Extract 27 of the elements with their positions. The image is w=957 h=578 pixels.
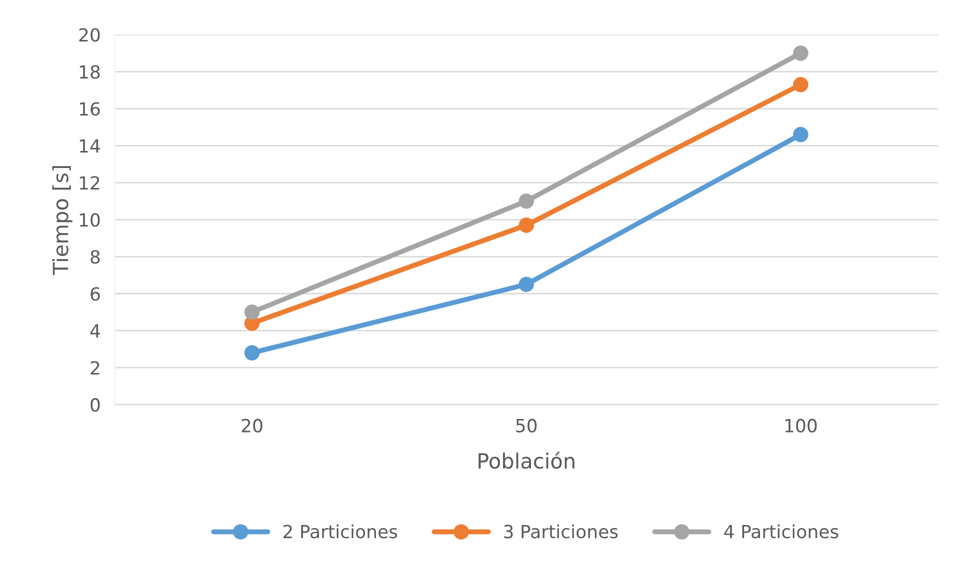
point [244, 345, 260, 360]
point [793, 76, 808, 92]
point [518, 218, 534, 233]
y-axis-title: Tiempo [s] [52, 166, 72, 276]
y-tick-label: 0 [90, 398, 100, 412]
y-tick-label: 6 [90, 287, 100, 301]
y-tick-label: 10 [80, 213, 100, 227]
point [793, 126, 808, 142]
point [244, 304, 260, 320]
y-tick-label: 12 [80, 176, 100, 190]
y-tick-label: 4 [90, 324, 100, 338]
y-tick-label: 16 [80, 102, 100, 116]
x-tick-label: 20 [242, 418, 262, 432]
point [518, 194, 534, 209]
legend-label: 4 Particiones [724, 524, 838, 538]
legend-label: 3 Particiones [504, 524, 618, 538]
y-tick-label: 20 [79, 28, 100, 42]
x-axis-title: Población [478, 452, 574, 469]
x-tick-label: 50 [516, 418, 537, 432]
y-tick-label: 14 [80, 139, 100, 153]
y-tick-label: 2 [90, 361, 100, 374]
y-tick-label: 8 [90, 250, 100, 264]
y-tick-label: 18 [80, 65, 100, 79]
x-tick-label: 100 [785, 418, 817, 432]
point [793, 46, 808, 61]
legend-label: 2 Particiones [284, 524, 398, 538]
point [518, 276, 534, 292]
